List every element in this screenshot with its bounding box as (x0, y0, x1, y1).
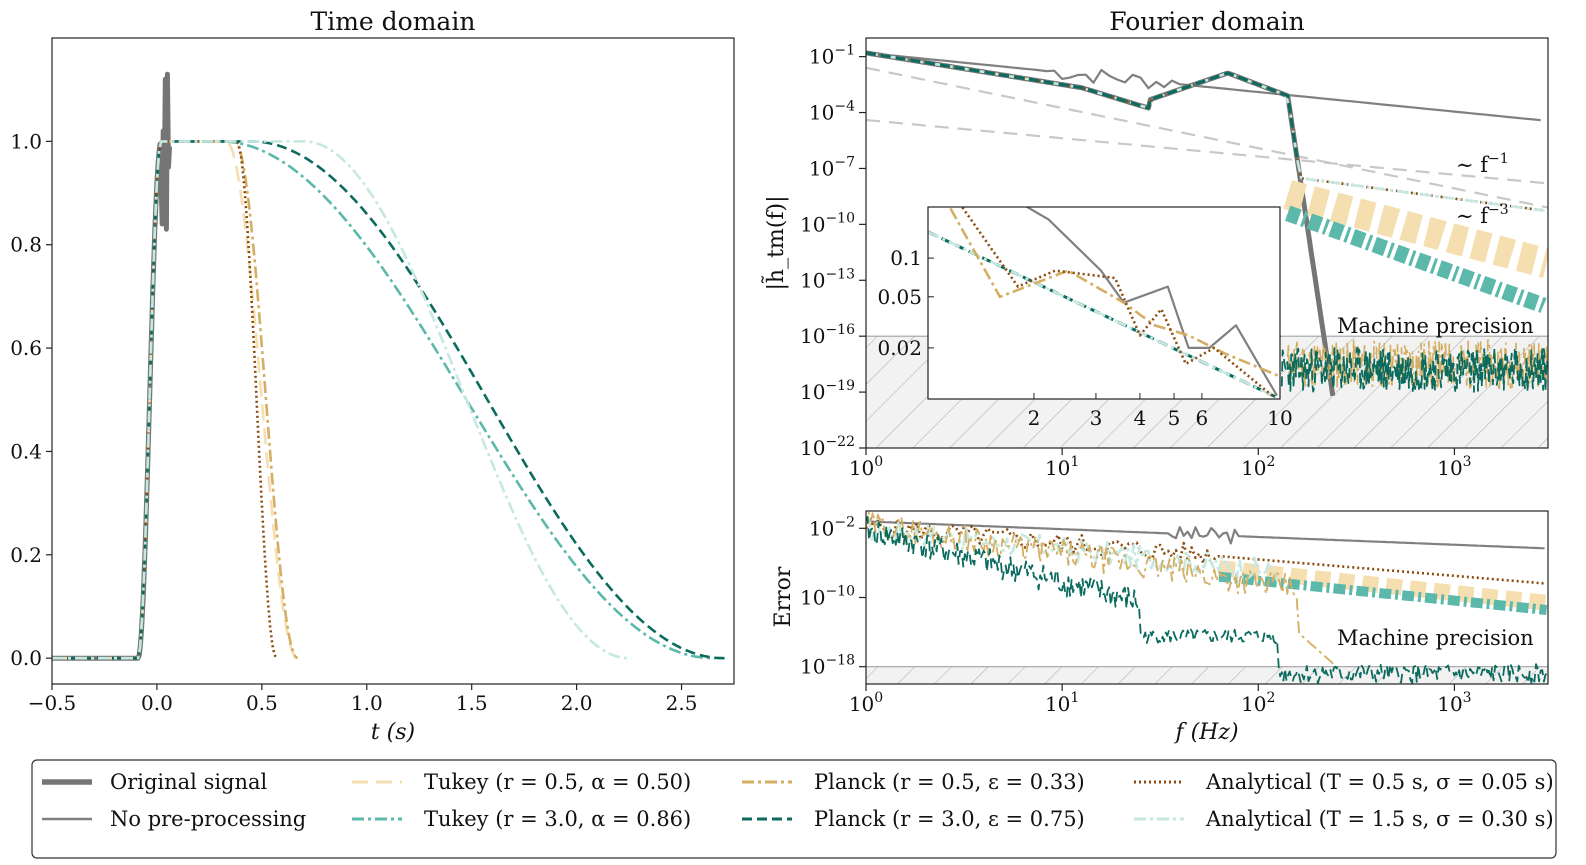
original-signal-line (52, 71, 172, 661)
fourier-frame (865, 37, 1549, 449)
fourier-machine-precision-label: Machine precision (1337, 314, 1534, 338)
inset-ticks: 2 3 4 5 6 10 0.1 0.05 0.02 (877, 246, 1292, 430)
fourier-ytick-label: 10−1 (809, 43, 855, 69)
fourier-series (866, 50, 1548, 397)
legend-label-tukey05: Tukey (r = 0.5, α = 0.50) (424, 770, 691, 794)
time-domain-frame (51, 37, 735, 685)
error-planck30-line (866, 516, 1548, 684)
legend-label-original: Original signal (110, 770, 268, 794)
guide-f-minus1 (866, 66, 1548, 209)
error-ytick-label: 10−18 (800, 653, 855, 679)
legend-label-planck05: Planck (r = 0.5, ε = 0.33) (814, 770, 1085, 794)
no-preprocessing-line (866, 51, 1541, 122)
fourier-xtick-label: 103 (1437, 454, 1471, 480)
slope-f-minus3-annotation: ∼ f−3 (1456, 202, 1509, 228)
error-analytic05-line (866, 517, 1545, 585)
inset-frame (927, 206, 1281, 400)
time-ytick-label: 0.2 (10, 543, 42, 567)
fourier-planck30-core (866, 51, 1299, 162)
time-xtick-label: 2.5 (666, 691, 698, 715)
inset-xtick-label: 4 (1134, 406, 1147, 430)
time-xtick-label: 0.0 (141, 691, 173, 715)
legend-label-nopre: No pre-processing (110, 807, 306, 831)
error-xtick-label: 101 (1045, 690, 1079, 716)
fourier-inset: 2 3 4 5 6 10 0.1 0.05 0.02 (877, 206, 1293, 430)
time-ytick-label: 0.4 (10, 439, 42, 463)
inset-xtick-label: 3 (1090, 406, 1103, 430)
fourier-ytick-label: 10−13 (800, 266, 855, 292)
inset-ytick-label: 0.1 (890, 246, 922, 270)
inset-ytick-label: 0.02 (877, 336, 922, 360)
error-series (866, 511, 1548, 684)
slope-f-minus1-annotation: ∼ f−1 (1456, 151, 1509, 177)
time-domain-panel: Time domain −0.5 0.0 0.5 1.0 1.5 2.0 2.5 0.0 0.2… (10, 7, 735, 745)
fourier-ytick-label: 10−19 (800, 378, 855, 404)
inset-analytic05-line (960, 207, 1274, 397)
error-ytick-label: 10−2 (809, 514, 855, 540)
time-series-tukey05 (52, 140, 299, 660)
inset-analytic15-line (928, 230, 1277, 399)
legend-label-tukey30: Tukey (r = 3.0, α = 0.86) (424, 807, 691, 831)
time-ytick-label: 0.6 (10, 336, 42, 360)
time-domain-ticks: −0.5 0.0 0.5 1.0 1.5 2.0 2.5 0.0 0.2 0.4 0.6 0.8 1.0 (10, 129, 697, 715)
error-ylabel: Error (771, 566, 796, 627)
time-xtick-label: −0.5 (28, 691, 77, 715)
inset-xtick-label: 6 (1196, 406, 1209, 430)
guide-f-minus3 (866, 118, 1548, 185)
time-series-analytic15 (52, 140, 632, 660)
inset-series (928, 207, 1280, 399)
time-xtick-label: 1.0 (351, 691, 383, 715)
error-machine-precision-label: Machine precision (1337, 626, 1534, 650)
inset-nopre-line (1024, 207, 1278, 397)
fourier-xtick-label: 101 (1045, 454, 1079, 480)
error-machine-precision-region (866, 666, 1548, 684)
fourier-xlabel: f (Hz) (1173, 720, 1238, 745)
error-planck05-line (866, 511, 1335, 666)
time-ytick-label: 1.0 (10, 129, 42, 153)
error-ticks: 100 101 102 103 10−2 10−10 10−18 (800, 514, 1472, 716)
fourier-ytick-label: 10−10 (800, 210, 855, 236)
fourier-ytick-label: 10−22 (800, 434, 855, 460)
fourier-ytick-label: 10−7 (809, 154, 855, 180)
time-domain-series (52, 71, 726, 661)
error-xtick-label: 102 (1241, 690, 1275, 716)
fourier-domain-title: Fourier domain (1109, 7, 1305, 36)
fourier-xtick-label: 100 (849, 454, 883, 480)
fourier-planck30-noise (1280, 346, 1548, 393)
fourier-ytick-label: 10−16 (800, 322, 855, 348)
fourier-ytick-label: 10−4 (809, 99, 855, 125)
time-xtick-label: 1.5 (456, 691, 488, 715)
fourier-tukey05-band (1274, 180, 1548, 278)
inset-xtick-label: 2 (1028, 406, 1041, 430)
legend: Original signal No pre-processing Tukey (r… (31, 759, 1557, 859)
inset-xtick-label: 10 (1267, 406, 1292, 430)
time-series-planck05 (52, 140, 299, 660)
time-xtick-label: 0.5 (246, 691, 278, 715)
error-xtick-label: 103 (1437, 690, 1471, 716)
error-analytic15-line (866, 517, 1280, 583)
error-ytick-label: 10−10 (800, 584, 855, 610)
fourier-xtick-label: 102 (1241, 454, 1275, 480)
legend-label-planck30: Planck (r = 3.0, ε = 0.75) (814, 807, 1085, 831)
legend-label-analytic15: Analytical (T = 1.5 s, σ = 0.30 s) (1205, 807, 1554, 831)
inset-planck05-line (948, 207, 1280, 378)
error-panel: 100 101 102 103 10−2 10−10 10−18 Error Machine… (771, 510, 1549, 745)
fourier-ylabel: |h̃_tm(f)| (762, 195, 789, 290)
legend-label-analytic05: Analytical (T = 0.5 s, σ = 0.05 s) (1205, 770, 1554, 794)
error-xtick-label: 100 (849, 690, 883, 716)
fourier-domain-panel: Fourier domain 100 101 102 10310−110−410−71… (762, 7, 1549, 480)
inset-ytick-label: 0.05 (877, 285, 922, 309)
time-domain-xlabel: t (s) (371, 720, 415, 745)
error-nopre-line (866, 520, 1545, 550)
time-xtick-label: 2.0 (561, 691, 593, 715)
fourier-analytic15-line (866, 51, 1545, 212)
time-ytick-label: 0.8 (10, 233, 42, 257)
inset-xtick-label: 5 (1168, 406, 1181, 430)
time-domain-title: Time domain (311, 7, 476, 36)
time-ytick-label: 0.0 (10, 646, 42, 670)
legend-box (31, 759, 1557, 859)
